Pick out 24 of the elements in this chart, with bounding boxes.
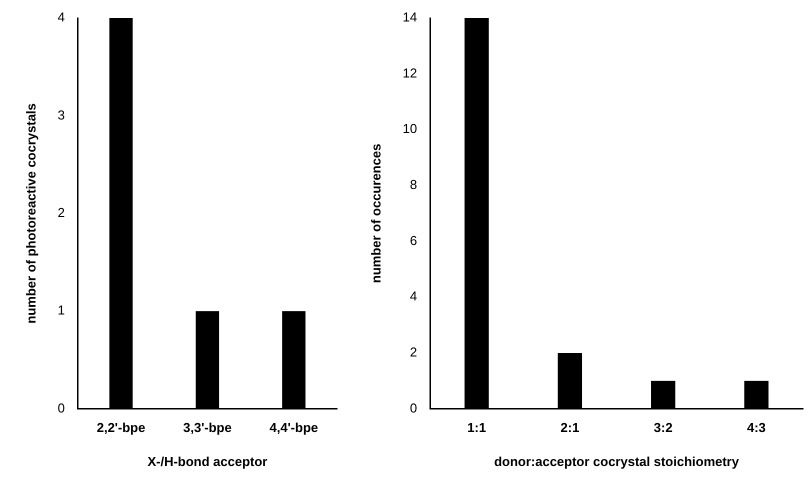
y-tick-label: 0: [410, 400, 418, 416]
x-tick-label: 1:1: [467, 420, 486, 436]
y-tick-label: 14: [402, 10, 418, 25]
y-tick-label: 12: [402, 65, 418, 80]
y-tick-label: 6: [410, 232, 418, 248]
y-tick-label: 2: [410, 344, 418, 360]
x-tick-label: 3,3'-bpe: [183, 420, 232, 436]
y-axis-title: number of occurences: [368, 144, 384, 284]
y-axis-title: number of photoreactive cocrystals: [23, 103, 38, 324]
y-tick-label: 2: [58, 204, 65, 220]
x-axis-title: X-/H-bond acceptor: [147, 454, 268, 469]
y-tick-label: 4: [58, 10, 65, 25]
x-tick-label: 2:1: [560, 420, 580, 436]
y-tick-label: 0: [58, 400, 65, 416]
x-tick-label: 3:2: [654, 420, 673, 436]
x-tick-label: 4,4'-bpe: [270, 420, 318, 436]
x-axis-title: donor:acceptor cocrystal stoichiometry: [494, 454, 740, 469]
y-tick-label: 1: [58, 302, 65, 318]
y-tick-label: 10: [402, 121, 418, 136]
y-tick-label: 4: [410, 288, 418, 304]
y-tick-label: 3: [58, 107, 65, 122]
x-tick-label: 4:3: [746, 420, 766, 436]
x-tick-label: 2,2'-bpe: [96, 420, 146, 436]
y-tick-label: 8: [410, 177, 418, 192]
